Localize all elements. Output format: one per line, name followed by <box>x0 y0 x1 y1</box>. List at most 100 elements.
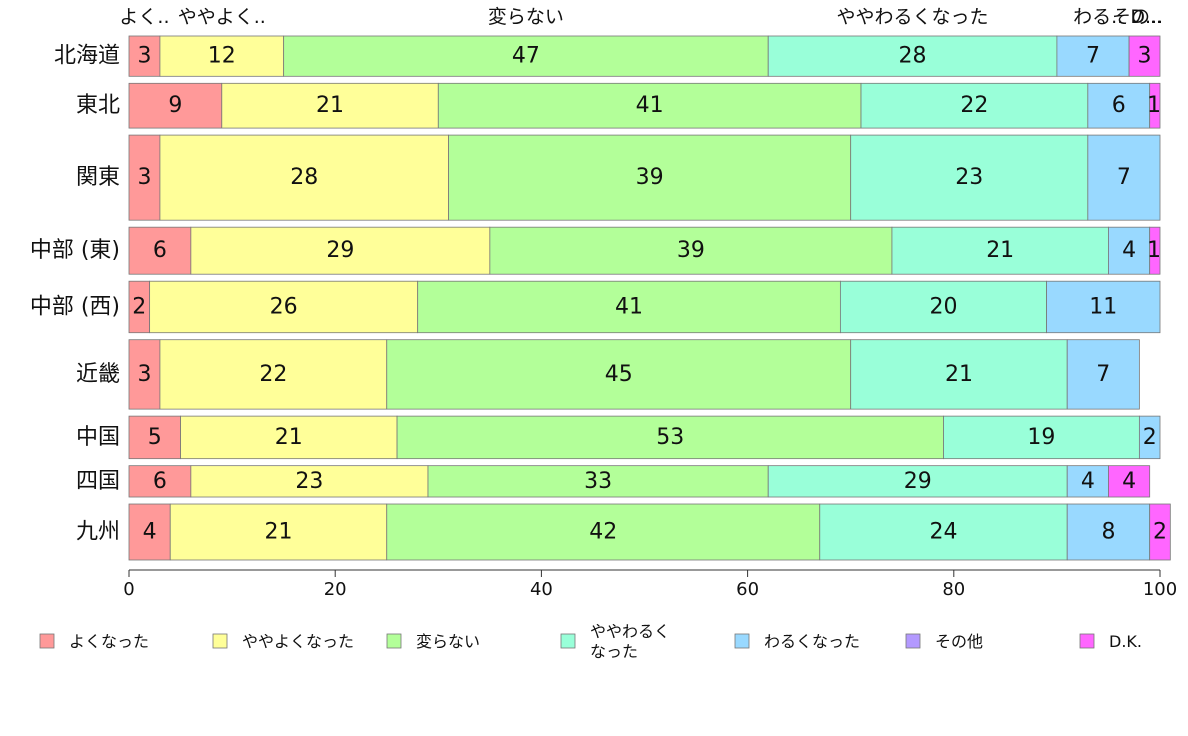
segment-value-label: 7 <box>1096 362 1110 387</box>
bar-segment <box>149 280 419 334</box>
segment-value-label: 23 <box>955 165 983 190</box>
x-tick-label: 0 <box>123 579 134 600</box>
segment-value-label: 9 <box>168 93 182 118</box>
segment-value-label: 7 <box>1117 165 1131 190</box>
segment-value-label: 7 <box>1086 44 1100 69</box>
legend-label: わるくなった <box>764 632 860 651</box>
bar-segment <box>767 465 1068 498</box>
segment-value-label: 41 <box>636 93 664 118</box>
segment-value-label: 1 <box>1147 93 1161 118</box>
x-tick-label: 100 <box>1143 579 1177 600</box>
segment-value-label: 4 <box>143 520 157 545</box>
bar-segment <box>180 415 398 460</box>
segment-value-label: 3 <box>137 44 151 69</box>
segment-value-label: 21 <box>945 362 973 387</box>
bar-row: 3 22 45 21 7 <box>128 339 1140 410</box>
legend: よくなった ややよくなった 変らない ややわるくなった わるくなった その他 D.K. <box>39 622 1142 661</box>
segment-value-label: 12 <box>208 44 236 69</box>
column-header-label: ややわるくなった <box>837 6 989 28</box>
bar-segment <box>1056 35 1130 77</box>
bar-segment <box>437 82 862 129</box>
bar-segment <box>1108 226 1151 275</box>
legend-label: その他 <box>935 632 983 651</box>
segment-value-label: 24 <box>929 520 957 545</box>
legend-label: D.K. <box>1109 632 1142 651</box>
x-tick-label: 80 <box>942 579 965 600</box>
segment-value-label: 28 <box>290 165 318 190</box>
x-tick-label: 40 <box>530 579 553 600</box>
bar-segment <box>427 465 769 498</box>
bar-segment <box>190 226 491 275</box>
bar-row: 6 23 33 29 4 4 <box>128 465 1151 498</box>
segment-value-label: 47 <box>512 44 540 69</box>
legend-swatch <box>560 633 576 649</box>
category-label: 中国 <box>76 425 120 450</box>
bar-segment <box>1087 134 1161 221</box>
bar-segment <box>1128 35 1161 77</box>
bar-segment <box>159 339 388 410</box>
bar-segment <box>850 134 1089 221</box>
column-header-label: 変らない <box>488 6 564 28</box>
x-tick-label: 60 <box>736 579 759 600</box>
column-header-label: その.. <box>1112 6 1162 28</box>
segment-value-label: 21 <box>275 425 303 450</box>
bar-segment <box>1108 465 1151 498</box>
legend-label: よくなった <box>69 632 149 651</box>
segment-value-label: 21 <box>986 238 1014 263</box>
legend-label: 変らない <box>416 632 480 651</box>
bar-segment <box>396 415 944 460</box>
segment-value-label: 6 <box>153 238 167 263</box>
column-header-label: ややよく.. <box>178 6 266 28</box>
bar-segment <box>860 82 1089 129</box>
column-header-label: D... <box>1130 6 1163 28</box>
bar-row: 2 26 41 20 11 <box>128 280 1161 334</box>
bars-area: 3 12 47 28 7 39 21 41 22 6 13 28 39 23 76 29 39 21 4 12 26 41… <box>128 35 1171 561</box>
bar-segment <box>850 339 1068 410</box>
segment-value-label: 6 <box>1112 93 1126 118</box>
legend-item: D.K. <box>1079 632 1142 651</box>
category-label: 四国 <box>76 469 120 494</box>
legend-swatch <box>386 633 402 649</box>
segment-value-label: 3 <box>1138 44 1152 69</box>
x-tick-label: 20 <box>324 579 347 600</box>
segment-value-label: 3 <box>137 165 151 190</box>
bar-segment <box>839 280 1047 334</box>
bar-row: 3 28 39 23 7 <box>128 134 1161 221</box>
bar-row: 4 21 42 24 8 2 <box>128 503 1171 561</box>
bar-segment <box>448 134 852 221</box>
bar-segment <box>943 415 1140 460</box>
segment-value-label: 33 <box>584 469 612 494</box>
segment-value-label: 45 <box>605 362 633 387</box>
bar-segment <box>221 82 439 129</box>
legend-item: その他 <box>905 632 983 651</box>
legend-item: わるくなった <box>734 632 860 651</box>
bar-segment <box>767 35 1058 77</box>
segment-value-label: 19 <box>1027 425 1055 450</box>
segment-value-label: 4 <box>1081 469 1095 494</box>
bar-segment <box>1066 465 1109 498</box>
segment-value-label: 53 <box>656 425 684 450</box>
bar-segment <box>128 226 192 275</box>
segment-value-label: 23 <box>295 469 323 494</box>
segment-value-label: 3 <box>137 362 151 387</box>
bar-segment <box>1087 82 1151 129</box>
bar-segment <box>417 280 841 334</box>
bar-segment <box>128 35 161 77</box>
category-label: 九州 <box>76 520 120 545</box>
legend-swatch <box>1079 633 1095 649</box>
category-label: 近畿 <box>76 362 120 387</box>
category-label: 中部 (西) <box>30 294 120 319</box>
segment-value-label: 41 <box>615 294 643 319</box>
segment-value-label: 42 <box>589 520 617 545</box>
legend-item: よくなった <box>39 632 149 651</box>
segment-value-label: 4 <box>1122 469 1136 494</box>
segment-value-label: 22 <box>960 93 988 118</box>
segment-value-label: 2 <box>1153 520 1167 545</box>
bar-row: 5 21 53 19 2 <box>128 415 1161 460</box>
segment-value-label: 39 <box>677 238 705 263</box>
segment-value-label: 8 <box>1101 520 1115 545</box>
bar-segment <box>1138 415 1161 460</box>
segment-value-label: 39 <box>636 165 664 190</box>
bar-segment <box>386 339 852 410</box>
legend-item: 変らない <box>386 632 480 651</box>
